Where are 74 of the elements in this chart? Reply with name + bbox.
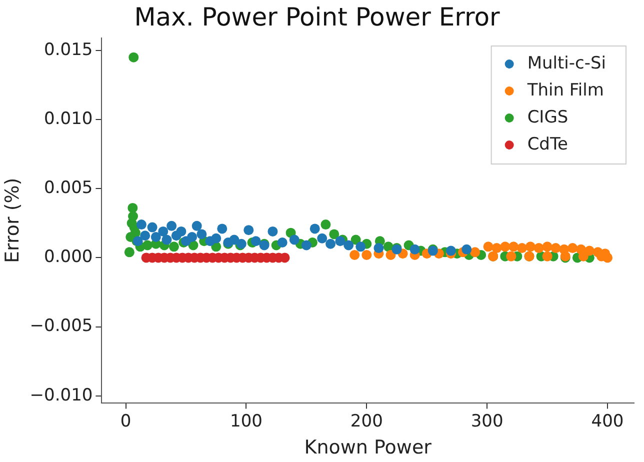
point	[320, 220, 331, 230]
point	[168, 242, 179, 252]
point	[578, 251, 588, 262]
point	[196, 229, 207, 240]
point	[362, 250, 372, 260]
y-tick-label: 0.010	[44, 108, 93, 129]
point	[508, 242, 519, 252]
point	[350, 250, 360, 260]
chart-title: Max. Power Point Power Error	[134, 2, 501, 32]
point	[344, 240, 354, 250]
point	[534, 243, 544, 254]
point	[525, 242, 536, 252]
point	[192, 220, 202, 231]
point	[162, 234, 172, 245]
legend-label: CdTe	[527, 134, 568, 154]
point	[506, 251, 516, 262]
y-tick-label: −0.005	[30, 316, 93, 336]
point	[301, 240, 312, 250]
point	[187, 232, 198, 242]
point	[446, 246, 456, 256]
point	[500, 242, 510, 252]
point	[386, 250, 396, 260]
legend-label: CIGS	[527, 107, 568, 128]
point	[150, 232, 161, 242]
point	[142, 240, 152, 250]
point	[483, 242, 494, 252]
point	[140, 230, 150, 241]
legend-label: Thin Film	[526, 80, 604, 100]
x-axis-title: Known Power	[304, 436, 432, 459]
x-tick-label: 300	[470, 411, 504, 432]
point	[329, 229, 340, 240]
point	[542, 242, 552, 252]
y-tick-label: 0.000	[44, 247, 93, 268]
point	[229, 234, 240, 245]
point	[568, 243, 578, 254]
y-tick-label: 0.005	[44, 178, 93, 198]
point	[602, 252, 613, 263]
x-tick-label: 200	[350, 411, 383, 432]
legend-label: Multi-c-Si	[527, 53, 606, 74]
point	[289, 234, 300, 245]
point	[136, 220, 146, 230]
point	[211, 233, 222, 244]
point	[335, 236, 346, 246]
point	[462, 244, 472, 254]
x-tick-label: 100	[230, 411, 262, 432]
point	[268, 226, 278, 236]
point	[542, 251, 552, 262]
point	[250, 236, 261, 246]
point	[128, 211, 138, 222]
point	[410, 244, 420, 254]
point	[217, 224, 228, 234]
point	[166, 220, 177, 231]
point	[128, 52, 139, 62]
point	[310, 224, 320, 234]
point	[277, 238, 288, 248]
point	[356, 242, 366, 252]
x-tick-label: 0	[120, 411, 132, 432]
point	[550, 243, 561, 254]
point	[124, 247, 134, 258]
y-tick-label: 0.015	[44, 40, 93, 60]
point	[128, 202, 138, 213]
x-tick-label: 400	[591, 411, 624, 432]
point	[147, 222, 158, 232]
point	[517, 243, 528, 254]
y-tick-label: −0.010	[30, 385, 93, 406]
point	[158, 226, 168, 236]
y-axis-title: Error (%)	[1, 178, 24, 264]
point	[326, 238, 336, 249]
point	[176, 226, 186, 236]
point	[244, 225, 254, 236]
point	[374, 243, 384, 254]
point	[470, 247, 480, 258]
point	[130, 228, 140, 238]
point	[317, 233, 328, 244]
